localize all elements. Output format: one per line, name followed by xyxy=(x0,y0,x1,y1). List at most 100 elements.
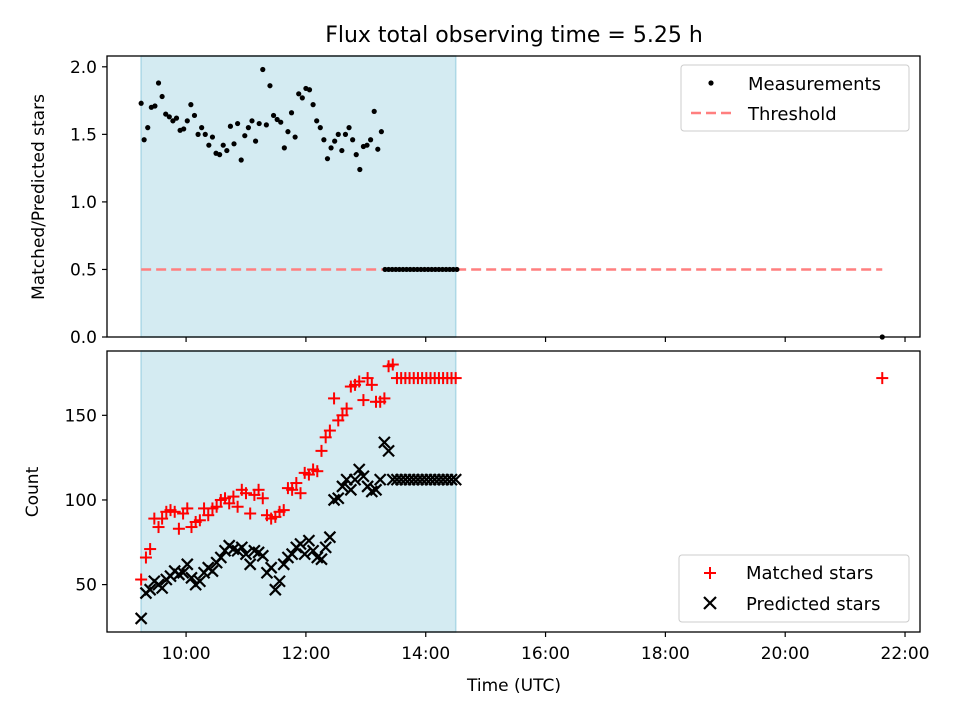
predicted-star-point xyxy=(357,469,370,483)
top-legend-box xyxy=(680,64,910,132)
measurement-point xyxy=(407,266,413,273)
measurement-point xyxy=(181,126,187,132)
matched-star-point xyxy=(315,444,328,457)
predicted-star-point xyxy=(449,473,462,486)
matched-star-point xyxy=(135,573,148,586)
top-ytick-label: 0.5 xyxy=(70,260,97,280)
top-ylabel: Matched/Predicted stars xyxy=(29,94,49,300)
matched-star-point xyxy=(328,392,341,405)
measurement-point xyxy=(217,152,223,158)
top-yticks-group: 0.0 0.5 1.0 1.5 2.0 xyxy=(70,58,107,348)
legend-threshold-label: Threshold xyxy=(747,104,837,125)
matched-star-point xyxy=(172,522,185,535)
predicted-star-point xyxy=(323,530,337,544)
legend-matched-label: Matched stars xyxy=(746,563,873,584)
matched-star-point xyxy=(286,483,299,496)
bottom-axes-frame xyxy=(106,350,921,633)
measurement-point xyxy=(141,137,147,143)
predicted-star-point xyxy=(298,547,311,561)
measurement-point xyxy=(263,122,269,128)
measurement-point xyxy=(296,91,302,97)
measurement-point xyxy=(357,166,363,173)
measurement-point xyxy=(385,266,392,273)
predicted-star-point xyxy=(277,558,291,571)
measurement-point xyxy=(418,266,424,273)
matched-star-point xyxy=(386,358,399,371)
measurement-point xyxy=(375,146,381,152)
measurement-point xyxy=(299,95,305,101)
measurement-point xyxy=(339,147,345,154)
measurement-point xyxy=(260,66,266,73)
measurement-point xyxy=(278,119,284,125)
predicted-star-point xyxy=(285,547,299,561)
predicted-star-point xyxy=(193,574,207,588)
bottom-xtick-label: 22:00 xyxy=(881,644,930,664)
matched-star-point xyxy=(361,372,374,385)
matched-star-point xyxy=(365,378,378,391)
predicted-star-point xyxy=(185,571,198,585)
predicted-star-point xyxy=(369,483,383,497)
measurement-point xyxy=(429,266,435,273)
predicted-star-point xyxy=(134,612,148,625)
measurement-point xyxy=(342,131,349,137)
top-ytick-label: 0.0 xyxy=(70,328,97,348)
predicted-star-point xyxy=(206,564,219,578)
matched-star-point xyxy=(290,477,303,490)
measurement-point xyxy=(199,125,205,131)
measurement-point xyxy=(288,110,295,116)
legend-measurements-label: Measurements xyxy=(748,74,881,95)
measurement-point xyxy=(138,100,144,106)
matched-star-point xyxy=(319,431,332,444)
matched-star-point xyxy=(227,490,240,503)
matched-star-point xyxy=(223,497,236,510)
measurement-point xyxy=(145,125,151,131)
measurement-point xyxy=(350,137,356,143)
predicted-star-point xyxy=(378,436,391,449)
matched-star-point xyxy=(202,509,215,522)
measurement-point xyxy=(425,266,431,273)
bottom-shaded-span xyxy=(140,350,457,633)
matched-star-point xyxy=(449,372,462,385)
predicted-star-point xyxy=(331,491,345,505)
matched-star-point xyxy=(244,507,257,520)
legend-predicted-marker xyxy=(703,596,717,610)
measurement-point xyxy=(155,80,162,86)
measurement-point xyxy=(328,145,334,151)
measurement-point xyxy=(159,93,165,100)
top-shaded-span-group xyxy=(140,55,457,338)
measurement-point xyxy=(170,118,176,124)
bottom-matched-group xyxy=(135,358,889,586)
measurement-point xyxy=(421,266,428,273)
measurement-point xyxy=(281,145,287,151)
matched-star-point xyxy=(144,543,157,556)
bottom-xtick-label: 20:00 xyxy=(761,644,810,664)
measurement-point xyxy=(450,266,456,273)
predicted-star-point xyxy=(294,537,307,551)
predicted-star-point xyxy=(176,566,190,580)
measurement-point xyxy=(238,157,244,163)
predicted-star-point xyxy=(273,574,286,588)
matched-star-point xyxy=(353,375,366,388)
predicted-star-point xyxy=(382,444,395,458)
measurement-point xyxy=(235,120,241,127)
bottom-xtick-label: 18:00 xyxy=(641,644,690,664)
measurement-point xyxy=(173,115,180,121)
predicted-star-point xyxy=(264,561,278,574)
top-measurements-group xyxy=(138,66,885,340)
measurement-point xyxy=(400,266,406,273)
predicted-star-point xyxy=(315,552,328,566)
matched-star-point xyxy=(210,500,223,513)
measurement-point xyxy=(249,118,255,124)
predicted-star-point xyxy=(235,541,249,554)
matched-star-point xyxy=(311,465,324,478)
matched-star-point xyxy=(876,372,889,385)
matched-star-point xyxy=(340,402,353,415)
measurement-point xyxy=(324,156,331,162)
predicted-star-point xyxy=(155,581,169,595)
matched-star-point xyxy=(323,424,336,437)
legend-measurements-marker xyxy=(708,80,714,86)
measurement-point xyxy=(191,112,198,119)
measurement-point xyxy=(447,266,453,273)
measurement-point xyxy=(220,142,226,148)
bottom-xtick-label: 10:00 xyxy=(162,644,211,664)
